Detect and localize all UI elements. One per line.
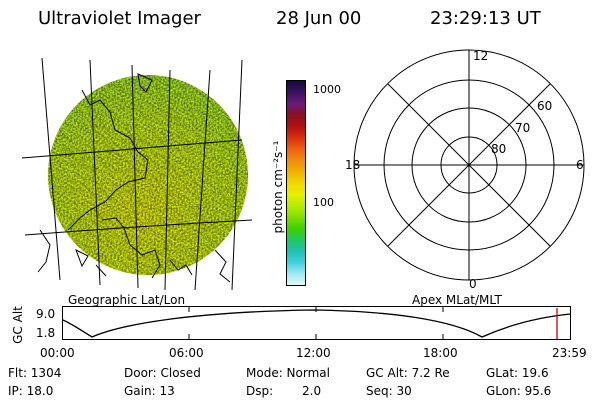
timeline-ylabel: GC Alt — [11, 306, 25, 344]
mlat-label-70: 70 — [515, 121, 530, 135]
auroral-image-map — [21, 57, 253, 290]
dsp-label: Dsp: — [246, 384, 274, 398]
timeline-tick-0000: 00:00 — [40, 346, 75, 360]
geographic-latitude: GLat: 19.6 — [486, 366, 549, 380]
lat-lon-grid — [21, 57, 253, 290]
timeline-tick-1800: 18:00 — [423, 346, 458, 360]
flight-number: Flt: 1304 — [8, 366, 62, 380]
colorbar-tick-100: 100 — [313, 196, 334, 209]
timeline-tick-2359: 23:59 — [552, 346, 587, 360]
ip-value: IP: 18.0 — [8, 384, 54, 398]
altitude-curve — [62, 309, 571, 338]
colorbar — [286, 80, 306, 286]
timeline-ymin: 1.8 — [36, 326, 56, 340]
mlt-label-midnight: 0 — [469, 277, 477, 290]
colorbar-tick-1000: 1000 — [313, 83, 341, 96]
map-caption: Geographic Lat/Lon — [68, 293, 186, 307]
timeline-ymax: 9.0 — [36, 307, 56, 321]
mlat-label-80: 80 — [491, 142, 506, 156]
dsp-value: 2.0 — [302, 384, 322, 398]
polar-mlat-mlt-grid: 12 18 6 0 60 70 80 — [345, 49, 585, 290]
mode-status: Mode: Normal — [246, 366, 330, 380]
emission-disc — [48, 75, 248, 275]
geographic-longitude: GLon: 95.6 — [486, 384, 552, 398]
mlt-label-noon: 12 — [473, 49, 488, 63]
polar-caption: Apex MLat/MLT — [412, 293, 502, 307]
altitude-timeline — [62, 306, 571, 340]
mlt-label-dawn: 6 — [576, 158, 584, 172]
colorbar-unit-label: photon cm⁻²s⁻¹ — [271, 140, 285, 234]
timeline-tick-0600: 06:00 — [169, 346, 204, 360]
observation-date: 28 Jun 00 — [276, 8, 362, 29]
mlat-label-60: 60 — [537, 99, 552, 113]
timeline-tick-1200: 12:00 — [296, 346, 331, 360]
gain-value: Gain: 13 — [124, 384, 175, 398]
mlt-label-dusk: 18 — [345, 158, 360, 172]
observation-time: 23:29:13 UT — [430, 8, 541, 29]
door-status: Door: Closed — [124, 366, 201, 380]
gc-altitude: GC Alt: 7.2 Re — [366, 366, 450, 380]
coastlines — [37, 73, 231, 283]
instrument-title: Ultraviolet Imager — [38, 8, 201, 29]
sequence-number: Seq: 30 — [366, 384, 412, 398]
